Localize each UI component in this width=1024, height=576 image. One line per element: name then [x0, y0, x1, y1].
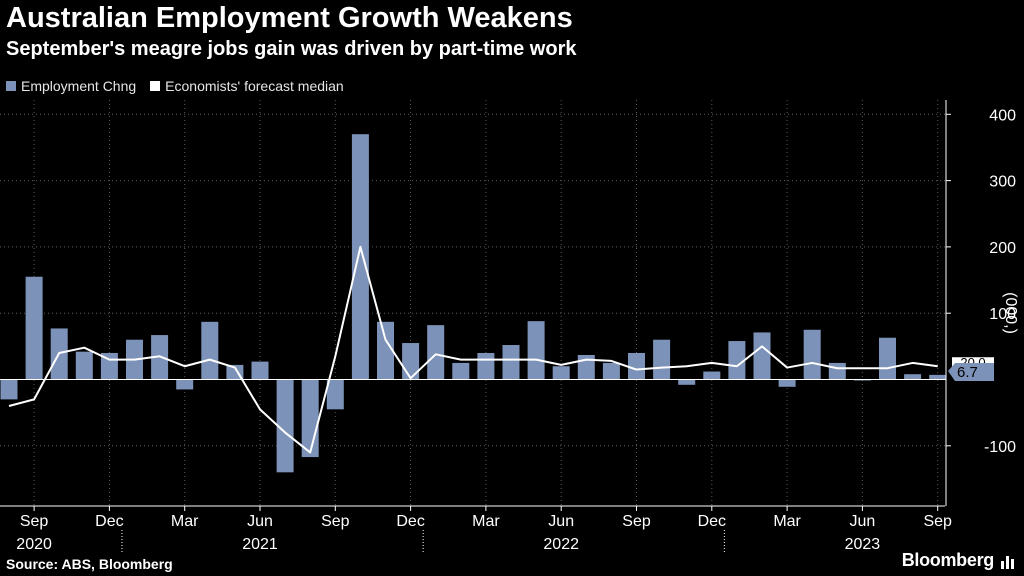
bar	[653, 339, 671, 380]
bar	[326, 379, 344, 410]
x-tick-label: Mar	[171, 513, 199, 530]
x-tick-label: Sep	[923, 513, 952, 530]
bar	[602, 362, 620, 380]
bar	[929, 374, 947, 380]
bar	[427, 325, 445, 380]
x-year-label: 2023	[845, 536, 881, 553]
bar	[75, 351, 93, 380]
gridlines	[0, 100, 945, 506]
x-tick-label: Sep	[622, 513, 651, 530]
bar	[828, 362, 846, 380]
bar	[552, 366, 570, 380]
forecast-value-badge	[952, 357, 994, 369]
legend-item-forecast: Economists' forecast median	[150, 78, 344, 94]
bar	[402, 343, 420, 380]
bar	[502, 345, 520, 380]
x-year-label: 2021	[242, 536, 278, 553]
x-tick-label: Jun	[247, 513, 273, 530]
y-tick-label: 300	[989, 174, 1016, 191]
bar	[25, 276, 43, 380]
x-tick-label: Mar	[472, 513, 500, 530]
legend-swatch-employment	[6, 81, 16, 91]
bars-group	[0, 134, 947, 473]
bar	[879, 337, 896, 380]
legend-label-employment: Employment Chng	[21, 78, 137, 94]
legend-label-forecast: Economists' forecast median	[165, 78, 344, 94]
bar	[477, 352, 495, 380]
y-tick-label: 400	[989, 107, 1016, 124]
bar-chart-icon	[1001, 556, 1014, 569]
x-tick-label: Dec	[698, 513, 726, 530]
bar	[703, 371, 721, 380]
bar	[904, 374, 922, 380]
bar	[527, 321, 545, 380]
bar	[351, 134, 369, 380]
actual-value-label: 6.7	[957, 364, 978, 381]
bar	[678, 379, 696, 385]
bar	[251, 361, 269, 380]
legend-item-employment: Employment Chng	[6, 78, 136, 94]
y-axis-label: (000,)	[1002, 292, 1019, 334]
x-year-label: 2020	[16, 536, 52, 553]
bar	[452, 362, 470, 380]
bar	[803, 329, 821, 380]
source-note: Source: ABS, Bloomberg	[6, 556, 173, 572]
forecast-line-group	[8, 245, 938, 454]
bar	[728, 341, 746, 380]
y-tick-label: 200	[989, 240, 1016, 257]
x-tick-label: Dec	[95, 513, 123, 530]
chart-subtitle: September's meagre jobs gain was driven …	[6, 38, 577, 60]
bar	[628, 352, 645, 380]
chart-title: Australian Employment Growth Weakens	[6, 2, 573, 34]
x-tick-label: Sep	[321, 513, 350, 530]
bar	[753, 332, 771, 380]
x-tick-label: Sep	[20, 513, 49, 530]
legend: Employment Chng Economists' forecast med…	[6, 78, 344, 94]
x-tick-label: Jun	[548, 513, 574, 530]
forecast-line	[8, 245, 938, 454]
bar	[201, 321, 219, 380]
bar	[377, 321, 394, 380]
bar	[0, 379, 18, 400]
y-tick-label: -100	[984, 439, 1016, 456]
bloomberg-logo: Bloomberg	[901, 550, 995, 570]
bar	[176, 379, 194, 390]
x-tick-label: Dec	[396, 513, 424, 530]
bar	[301, 379, 319, 458]
actual-value-badge	[948, 363, 994, 382]
legend-swatch-forecast	[150, 81, 161, 91]
x-tick-label: Mar	[773, 513, 801, 530]
x-year-label: 2022	[543, 536, 579, 553]
y-tick-label: 100	[989, 306, 1016, 323]
bar	[276, 379, 294, 473]
x-tick-label: Jun	[850, 513, 876, 530]
bar	[778, 379, 796, 387]
